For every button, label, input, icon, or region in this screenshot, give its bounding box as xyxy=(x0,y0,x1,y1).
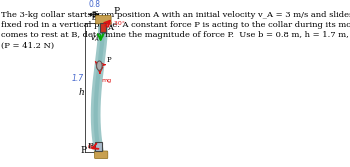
FancyBboxPatch shape xyxy=(94,151,108,158)
Text: 0.8: 0.8 xyxy=(88,0,100,9)
Text: 1.7: 1.7 xyxy=(72,74,84,83)
Text: fixed rod in a vertical plane. A constant force P is acting to the collar during: fixed rod in a vertical plane. A constan… xyxy=(1,21,350,29)
Text: h: h xyxy=(78,88,84,97)
Text: The 3-kg collar starts from position A with an initial velocity v_A = 3 m/s and : The 3-kg collar starts from position A w… xyxy=(1,11,350,19)
Bar xyxy=(99,23,106,32)
Text: P: P xyxy=(114,7,120,16)
Text: (P = 41.2 N): (P = 41.2 N) xyxy=(1,42,54,50)
Circle shape xyxy=(97,61,102,70)
FancyBboxPatch shape xyxy=(96,15,111,24)
Text: θ 30°: θ 30° xyxy=(108,21,125,26)
Text: θ: θ xyxy=(88,144,92,150)
Text: P: P xyxy=(106,56,111,64)
Text: B: B xyxy=(88,142,94,150)
Bar xyxy=(95,142,102,151)
Text: A: A xyxy=(107,24,113,32)
Text: comes to rest at B, determine the magnitude of force P.  Use b = 0.8 m, h = 1.7 : comes to rest at B, determine the magnit… xyxy=(1,31,350,39)
Text: $v_A$: $v_A$ xyxy=(90,33,99,44)
Text: b: b xyxy=(91,13,97,22)
Text: mg: mg xyxy=(101,78,111,83)
Text: P: P xyxy=(80,146,87,154)
